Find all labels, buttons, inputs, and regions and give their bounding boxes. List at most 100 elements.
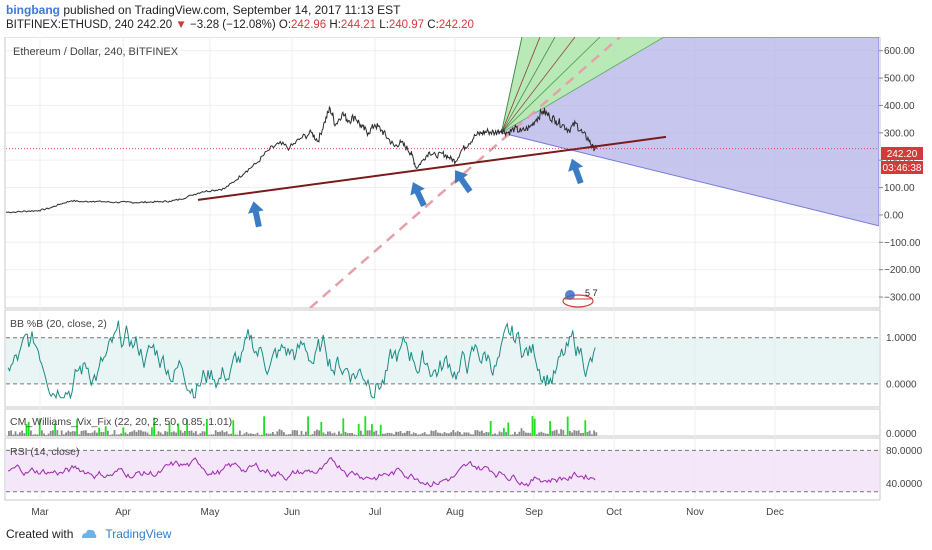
vix-bar xyxy=(577,430,580,436)
price-axis: 600.00500.00400.00300.00200.00100.000.00… xyxy=(879,46,921,304)
x-tick-label: Jul xyxy=(369,507,382,518)
vix-bar xyxy=(219,431,221,436)
vix-bar xyxy=(382,433,384,436)
x-tick-label: Mar xyxy=(31,507,49,518)
vix-bar xyxy=(184,431,186,436)
vix-bar xyxy=(338,431,340,436)
vix-bar xyxy=(558,433,560,436)
high-label: H: xyxy=(329,19,341,31)
vix-bar xyxy=(344,431,347,436)
vix-bar xyxy=(100,432,103,436)
fan-line xyxy=(501,37,541,133)
vix-bar xyxy=(89,433,92,436)
vix-bar xyxy=(12,434,15,436)
vix-bar xyxy=(254,434,257,436)
vix-bar xyxy=(322,432,325,436)
vix-bar xyxy=(263,416,265,436)
vix-bar xyxy=(542,432,545,436)
vix-bar xyxy=(540,431,543,436)
vix-bar xyxy=(478,431,481,436)
vix-bar xyxy=(65,432,67,436)
vix-bar xyxy=(351,432,353,436)
vix-bar xyxy=(318,430,320,436)
vix-bar xyxy=(529,433,532,436)
vix-bar xyxy=(397,431,400,436)
vix-bar xyxy=(118,434,120,436)
bb-title: BB %B (20, close, 2) xyxy=(10,318,107,330)
vix-bar xyxy=(186,419,188,436)
vix-bar xyxy=(126,434,129,436)
vix-bar xyxy=(569,431,571,436)
vix-bar xyxy=(395,431,397,436)
vix-bar xyxy=(278,429,281,436)
vix-bar xyxy=(518,431,521,436)
vix-bar xyxy=(190,430,193,436)
vix-bar xyxy=(454,432,457,436)
vix-bar xyxy=(223,432,226,436)
vix-bar xyxy=(148,434,151,436)
vix-bar xyxy=(82,430,85,436)
y-tick-label: 500.00 xyxy=(884,74,915,85)
vix-bar xyxy=(115,434,118,436)
symbol-info: BITFINEX:ETHUSD, 240 242.20 ▼ −3.28 (−12… xyxy=(6,19,474,31)
arrow-icon xyxy=(247,201,264,228)
close-value: 242.20 xyxy=(438,19,474,31)
x-tick-label: Aug xyxy=(446,507,464,518)
vix-bar xyxy=(261,434,263,436)
vix-bar xyxy=(232,420,235,436)
vix-bar xyxy=(144,431,147,436)
vix-bar xyxy=(340,433,342,436)
vix-bar xyxy=(551,431,554,436)
vix-bar xyxy=(562,430,565,436)
x-tick-label: Oct xyxy=(606,507,622,518)
vix-bar xyxy=(107,430,109,436)
vix-bar xyxy=(555,429,558,436)
vix-bar xyxy=(252,434,254,436)
vix-bar xyxy=(287,434,290,436)
vix-bar xyxy=(575,430,578,436)
countdown-badge xyxy=(881,161,923,174)
vix-bar xyxy=(151,427,153,436)
vix-bar xyxy=(404,432,406,436)
arrow-icon xyxy=(568,158,584,185)
vix-bar xyxy=(265,433,268,436)
chart-area[interactable]: Ethereum / Dollar, 240, BITFINEX 600.00 5… xyxy=(0,37,932,523)
vix-bar xyxy=(225,431,228,436)
vix-bar xyxy=(525,432,527,436)
bb-band-fill xyxy=(6,337,879,384)
vix-bar xyxy=(582,432,584,436)
vix-bar xyxy=(448,433,450,436)
author-link[interactable]: bingbang xyxy=(6,3,60,17)
main-chart-title: Ethereum / Dollar, 240, BITFINEX xyxy=(13,46,179,58)
vix-bar xyxy=(507,422,510,436)
y-tick-label: 0.00 xyxy=(884,210,904,221)
vix-bar xyxy=(410,434,413,436)
vix-bar xyxy=(236,434,239,436)
event-flag-icon[interactable]: 5 7 xyxy=(562,288,598,308)
vix-bar xyxy=(309,435,312,436)
vix-bar xyxy=(445,433,448,436)
vix-bar xyxy=(166,431,169,436)
vix-bar xyxy=(584,420,587,436)
vix-bar xyxy=(195,431,197,436)
vix-bar xyxy=(331,433,334,436)
tradingview-cloud-icon xyxy=(82,529,97,538)
vix-bar xyxy=(366,430,369,436)
vix-bar xyxy=(296,430,298,436)
fan-line xyxy=(501,37,556,134)
vix-bar xyxy=(201,431,204,436)
vix-bar xyxy=(74,431,76,436)
vix-bar xyxy=(19,432,21,436)
vix-bar xyxy=(122,427,125,436)
vix-bar xyxy=(269,433,272,436)
vix-bar xyxy=(14,431,17,436)
vix-bar xyxy=(93,430,96,436)
vix-bar xyxy=(463,432,466,436)
tradingview-brand-link[interactable]: TradingView xyxy=(105,527,172,541)
vix-bar xyxy=(494,433,496,436)
vix-bar xyxy=(162,434,164,436)
vix-bar xyxy=(516,434,518,436)
vix-bar xyxy=(52,430,54,436)
vix-bar xyxy=(43,433,45,436)
vix-bar xyxy=(217,431,219,436)
